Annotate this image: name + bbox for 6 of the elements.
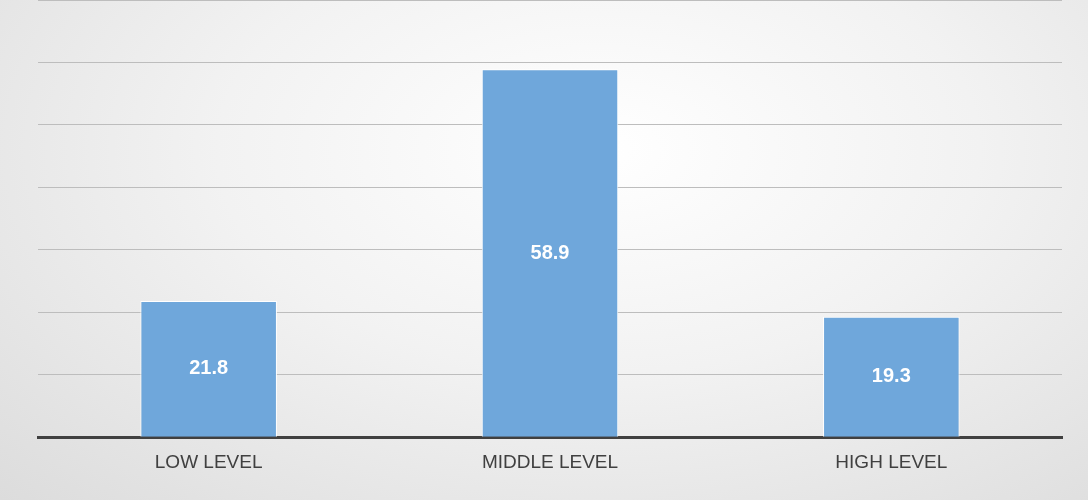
data-label: 58.9 [530, 240, 570, 263]
data-label: 19.3 [871, 364, 911, 387]
x-tick-label: MIDDLE LEVEL [481, 450, 619, 472]
data-label: 21.8 [189, 356, 229, 379]
x-tick-label: LOW LEVEL [154, 450, 263, 472]
x-tick-label: HIGH LEVEL [835, 450, 948, 472]
